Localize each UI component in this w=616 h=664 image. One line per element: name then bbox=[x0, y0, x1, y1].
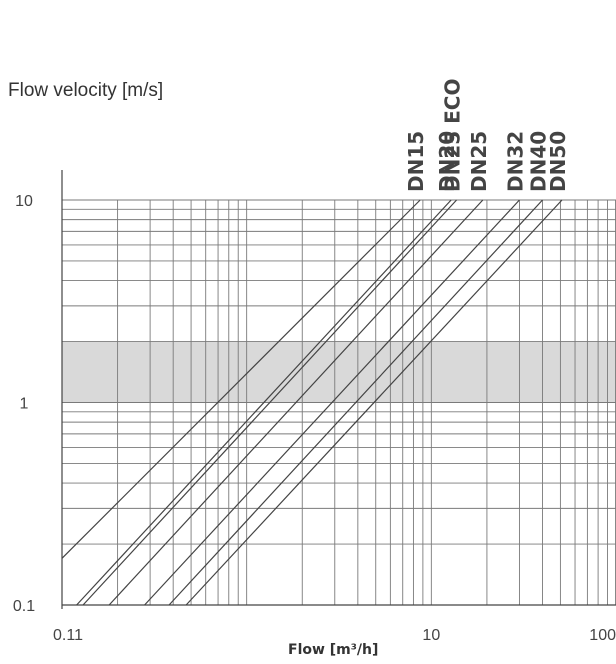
y-axis-label: Flow velocity [m/s] bbox=[8, 80, 164, 101]
x-tick-label: 10 bbox=[422, 627, 440, 644]
series-line bbox=[61, 199, 421, 559]
series-line bbox=[168, 199, 543, 606]
x-axis-label: Flow [m³/h] bbox=[288, 642, 379, 658]
series-label: DN25 bbox=[467, 131, 491, 192]
series-label: DN20 bbox=[435, 131, 459, 192]
series-label: DN50 bbox=[546, 131, 570, 192]
y-tick-label: 0.1 bbox=[13, 598, 35, 615]
y-tick-label: 10 bbox=[15, 193, 33, 210]
series-line bbox=[82, 199, 458, 606]
series-line bbox=[144, 199, 520, 606]
series-label: DN32 bbox=[503, 131, 527, 192]
x-tick-label: 100 bbox=[589, 627, 616, 644]
series-line bbox=[76, 199, 452, 606]
series-line bbox=[185, 199, 563, 606]
recommended-velocity-band bbox=[62, 341, 616, 403]
x-tick-label: 0.11 bbox=[53, 627, 83, 644]
series-label: DN15 bbox=[404, 131, 428, 192]
series-label: DN40 bbox=[527, 131, 551, 192]
series-line bbox=[108, 199, 484, 606]
series-label: DN25 ECO bbox=[441, 79, 465, 192]
y-tick-label: 1 bbox=[20, 396, 29, 413]
